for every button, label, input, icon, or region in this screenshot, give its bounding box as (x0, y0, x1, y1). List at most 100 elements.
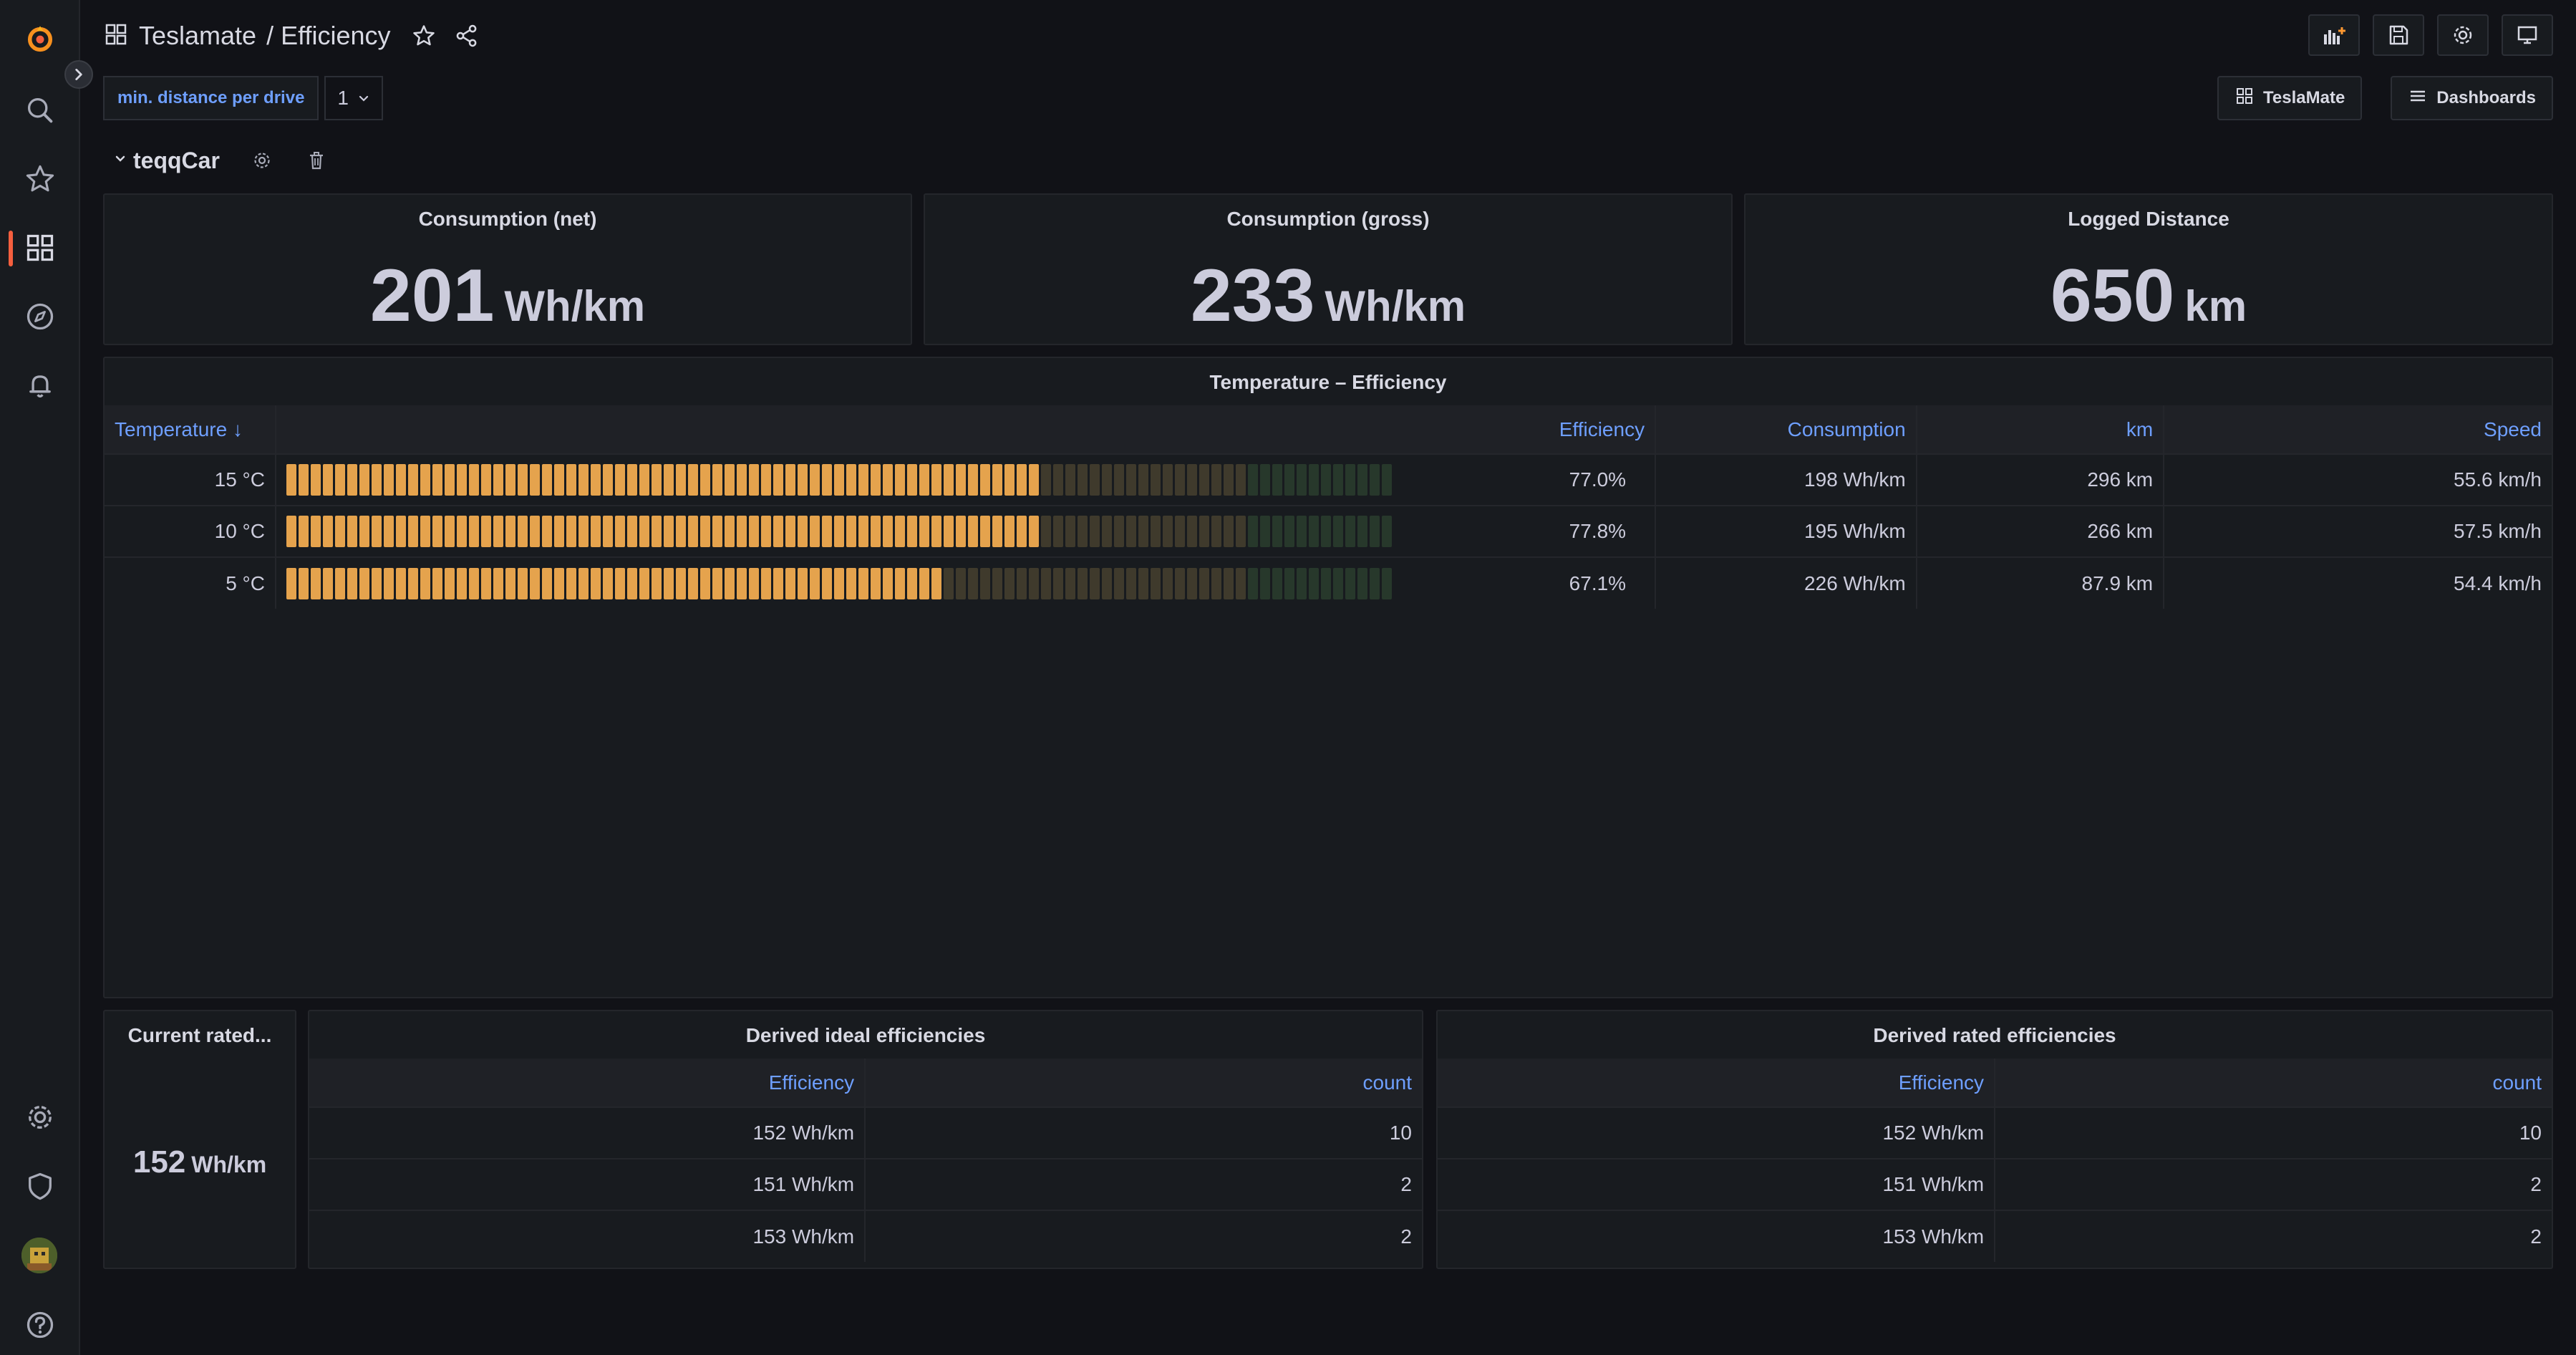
gauge-segment (1089, 516, 1100, 547)
gauge-segment (395, 516, 406, 547)
expand-menu-button[interactable] (64, 60, 93, 89)
configuration-gear-icon[interactable] (21, 1099, 59, 1136)
column-header-km[interactable]: km (1916, 405, 2165, 454)
gauge-segment (821, 567, 832, 599)
help-icon[interactable] (21, 1306, 59, 1344)
user-avatar[interactable] (21, 1238, 57, 1273)
row-header[interactable]: teqqCar (113, 143, 327, 178)
derived-ideal-efficiencies-panel[interactable]: Derived ideal efficiencies Efficiency co… (308, 1010, 1423, 1269)
gauge-segment (407, 464, 418, 496)
derived-rated-efficiencies-panel[interactable]: Derived rated efficiencies Efficiency co… (1436, 1010, 2553, 1269)
gauge-segment (1235, 464, 1246, 496)
gauge-segment (553, 464, 564, 496)
stat-panel-consumption-gross[interactable]: Consumption (gross) 233 Wh/km (924, 193, 1733, 345)
gauge-segment (298, 567, 309, 599)
column-header-consumption[interactable]: Consumption (1655, 405, 1917, 454)
gauge-segment (359, 464, 369, 496)
row-settings-gear-icon[interactable] (251, 150, 273, 171)
cell-efficiency-value: 77.0% (1401, 453, 1657, 506)
add-panel-button[interactable] (2308, 14, 2360, 56)
search-icon[interactable] (21, 92, 59, 129)
gauge-segment (1052, 516, 1063, 547)
gauge-segment (383, 464, 394, 496)
gauge-segment (870, 567, 881, 599)
gauge-segment (1235, 516, 1246, 547)
grafana-logo-icon[interactable] (21, 20, 59, 57)
min-distance-select[interactable]: 1 (324, 76, 383, 120)
cycle-view-mode-button[interactable] (2502, 14, 2553, 56)
gauge-segment (480, 464, 491, 496)
gauge-segment (1186, 464, 1197, 496)
breadcrumb: Teslamate / Efficiency (103, 16, 480, 56)
column-header-temperature[interactable]: Temperature ↓ (105, 405, 276, 454)
gauge-segment (1065, 516, 1075, 547)
panel-title: Temperature – Efficiency (1209, 371, 1447, 393)
teslamate-link[interactable]: TeslaMate (2217, 76, 2363, 120)
gauge-segment (821, 516, 832, 547)
gauge-segment (955, 516, 966, 547)
gauge-segment (894, 567, 905, 599)
gauge-segment (894, 516, 905, 547)
gauge-segment (1186, 516, 1197, 547)
row-collapse-chevron-icon[interactable] (113, 152, 127, 170)
table-row: 151 Wh/km 2 (1438, 1158, 2552, 1210)
gauge-segment (797, 567, 808, 599)
breadcrumb-dashboard[interactable]: Efficiency (281, 21, 391, 50)
starred-icon[interactable] (21, 160, 59, 198)
cell-temperature: 10 °C (105, 505, 276, 557)
stat-number: 233 (1190, 254, 1315, 337)
gauge-segment (347, 464, 357, 496)
alerting-bell-icon[interactable] (21, 367, 59, 404)
dashboards-icon[interactable] (21, 229, 59, 266)
gauge-segment (298, 516, 309, 547)
column-header-count[interactable]: count (1995, 1059, 2552, 1107)
column-header-count[interactable]: count (865, 1059, 1422, 1107)
gauge-segment (1150, 567, 1161, 599)
star-icon[interactable] (411, 23, 437, 49)
cell-count: 2 (865, 1158, 1422, 1210)
breadcrumb-folder[interactable]: Teslamate (139, 21, 257, 50)
panel-title: Derived ideal efficiencies (745, 1024, 986, 1046)
gauge-segment (456, 516, 467, 547)
gauge-segment (1040, 567, 1051, 599)
gauge-segment (1028, 516, 1039, 547)
gauge-segment (773, 567, 783, 599)
stat-panel-consumption-net[interactable]: Consumption (net) 201 Wh/km (103, 193, 912, 345)
stat-unit: Wh/km (191, 1152, 267, 1177)
stat-value: 650 km (1745, 254, 2552, 339)
save-dashboard-button[interactable] (2373, 14, 2424, 56)
gauge-segment (870, 516, 881, 547)
cell-consumption: 226 Wh/km (1655, 556, 1917, 609)
gauge-segment (760, 516, 771, 547)
gauge-segment (602, 567, 613, 599)
temperature-efficiency-panel[interactable]: Temperature – Efficiency Temperature ↓ E… (103, 357, 2553, 998)
column-header-speed[interactable]: Speed (2164, 405, 2552, 454)
current-rated-panel[interactable]: Current rated... 152 Wh/km (103, 1010, 296, 1269)
gauge-segment (906, 567, 917, 599)
column-header-efficiency[interactable]: Efficiency (1438, 1059, 1996, 1107)
gauge-segment (383, 516, 394, 547)
gauge-segment (809, 516, 820, 547)
gauge-segment (322, 464, 333, 496)
share-icon[interactable] (454, 23, 480, 49)
gauge-segment (1186, 567, 1197, 599)
panel-title: Logged Distance (2068, 208, 2229, 230)
gauge-segment (1138, 567, 1148, 599)
cell-efficiency-gauge (275, 505, 1402, 557)
gauge-segment (943, 516, 954, 547)
dashboard-settings-button[interactable] (2437, 14, 2489, 56)
gauge-segment (1040, 464, 1051, 496)
column-header-efficiency[interactable]: Efficiency (309, 1059, 866, 1107)
row-delete-trash-icon[interactable] (306, 150, 327, 171)
gauge-segment (712, 567, 722, 599)
dashboards-link[interactable]: Dashboards (2391, 76, 2553, 120)
chevron-down-icon (357, 87, 370, 110)
column-header-efficiency[interactable]: Efficiency (275, 405, 1657, 454)
explore-icon[interactable] (21, 298, 59, 335)
gauge-segment (1162, 516, 1173, 547)
server-admin-shield-icon[interactable] (21, 1167, 59, 1205)
gauge-segment (846, 516, 856, 547)
gauge-segment (1235, 567, 1246, 599)
gauge-segment (1259, 516, 1270, 547)
stat-panel-logged-distance[interactable]: Logged Distance 650 km (1744, 193, 2553, 345)
